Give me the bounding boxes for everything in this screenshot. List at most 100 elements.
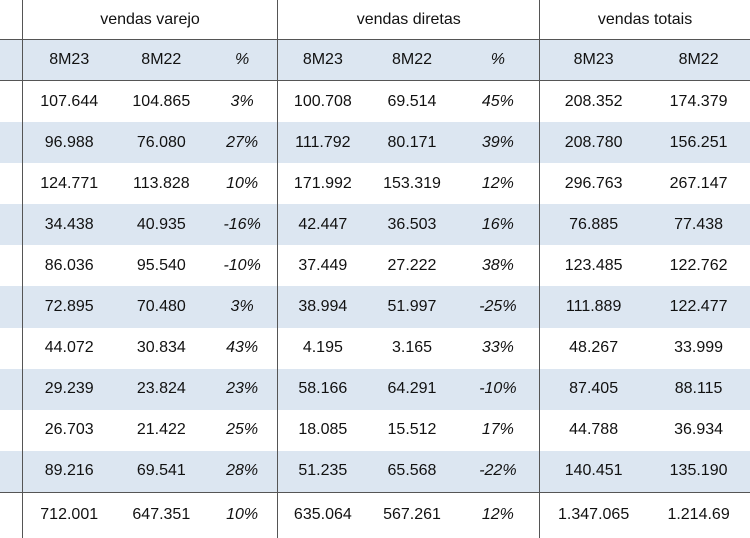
value-cell: 174.379 bbox=[669, 92, 728, 110]
value-cell: 37.449 bbox=[277, 245, 368, 287]
percent-cell: 45% bbox=[481, 92, 514, 110]
value-cell: 76.885 bbox=[539, 204, 648, 246]
value-cell: 647.351 bbox=[115, 491, 207, 538]
percent-cell: 10% bbox=[226, 174, 259, 192]
column-header: % bbox=[456, 39, 540, 81]
value-cell: 123.485 bbox=[539, 245, 648, 287]
value-cell: 18.085 bbox=[277, 409, 368, 451]
column-header: 8M23 bbox=[277, 39, 368, 81]
column-header-row: 8M23 8M22% 8M23 8M22% 8M23 8M22 bbox=[0, 39, 750, 81]
group-header: vendas varejo bbox=[21, 0, 278, 40]
value-cell: 51.235 bbox=[277, 450, 368, 493]
percent-cell: 43% bbox=[226, 339, 259, 357]
percent-cell: -25% bbox=[456, 286, 540, 328]
value-cell: 111.889 bbox=[539, 286, 648, 328]
row-label-cell bbox=[0, 0, 23, 40]
value-cell: 96.988 bbox=[21, 122, 116, 164]
value-cell: 69.514 bbox=[387, 92, 437, 110]
percent-cell: 27% bbox=[206, 122, 278, 164]
table-row: 107.644 104.865 3% 100.708 69.514 45% 208.352 1… bbox=[0, 80, 750, 123]
row-label-cell bbox=[0, 409, 23, 451]
value-cell: 1.214.69 bbox=[647, 491, 750, 538]
percent-cell: 33% bbox=[481, 339, 514, 357]
table-row: 29.239 23.824 23% 58.166 64.291 -10% 87.405 88.… bbox=[0, 368, 750, 410]
value-cell: 40.935 bbox=[115, 204, 207, 246]
percent-cell: -10% bbox=[456, 368, 540, 410]
percent-cell: 39% bbox=[456, 122, 540, 164]
value-cell: 33.999 bbox=[674, 339, 724, 357]
value-cell: 76.080 bbox=[115, 122, 207, 164]
value-cell: 3.165 bbox=[391, 339, 433, 357]
table-row: 124.771 113.828 10% 171.992 153.319 12% 296.76… bbox=[0, 163, 750, 205]
table-row: 89.216 69.541 28% 51.235 65.568 -22% 140.451 13… bbox=[0, 450, 750, 493]
column-header: 8M23 bbox=[539, 39, 648, 81]
table-row: 86.036 95.540 -10% 37.449 27.222 38% 123.485 12… bbox=[0, 245, 750, 287]
value-cell: 1.347.065 bbox=[539, 491, 648, 538]
percent-cell: 23% bbox=[206, 368, 278, 410]
value-cell: 36.934 bbox=[674, 421, 724, 439]
table-row: 72.895 70.480 3% 38.994 51.997 -25% 111.889 122… bbox=[0, 286, 750, 328]
percent-cell: 38% bbox=[481, 256, 514, 274]
row-label-cell bbox=[0, 163, 23, 205]
value-cell: 65.568 bbox=[367, 450, 457, 493]
value-cell: 27.222 bbox=[387, 256, 437, 274]
value-cell: 69.541 bbox=[115, 450, 207, 493]
row-label-cell bbox=[0, 491, 23, 538]
value-cell: 95.540 bbox=[136, 256, 186, 274]
value-cell: 44.072 bbox=[21, 327, 116, 369]
percent-cell: 3% bbox=[206, 286, 278, 328]
row-label-cell bbox=[0, 245, 23, 287]
row-label-cell bbox=[0, 368, 23, 410]
value-cell: 124.771 bbox=[21, 163, 116, 205]
value-cell: 36.503 bbox=[367, 204, 457, 246]
value-cell: 30.834 bbox=[136, 339, 186, 357]
value-cell: 135.190 bbox=[647, 450, 750, 493]
table-row: 34.438 40.935 -16% 42.447 36.503 16% 76.885 77.… bbox=[0, 204, 750, 246]
row-label-cell bbox=[0, 39, 23, 81]
value-cell: 89.216 bbox=[21, 450, 116, 493]
percent-cell: 3% bbox=[230, 92, 254, 110]
value-cell: 567.261 bbox=[367, 491, 457, 538]
value-cell: 171.992 bbox=[277, 163, 368, 205]
value-cell: 29.239 bbox=[21, 368, 116, 410]
percent-cell: -10% bbox=[223, 256, 261, 274]
value-cell: 107.644 bbox=[21, 80, 116, 123]
value-cell: 80.171 bbox=[367, 122, 457, 164]
value-cell: 48.267 bbox=[539, 327, 648, 369]
column-header: 8M22 bbox=[115, 39, 207, 81]
group-header-row: vendas varejo vendas diretas vendas totais bbox=[0, 0, 750, 40]
value-cell: 44.788 bbox=[539, 409, 648, 451]
value-cell: 77.438 bbox=[647, 204, 750, 246]
percent-cell: -22% bbox=[456, 450, 540, 493]
column-header: 8M22 bbox=[647, 39, 750, 81]
column-header: 8M23 bbox=[21, 39, 116, 81]
column-header: 8M22 bbox=[367, 39, 457, 81]
value-cell: 111.792 bbox=[277, 122, 368, 164]
value-cell: 38.994 bbox=[277, 286, 368, 328]
percent-cell: 25% bbox=[226, 421, 259, 439]
value-cell: 72.895 bbox=[21, 286, 116, 328]
value-cell: 208.780 bbox=[539, 122, 648, 164]
group-header: vendas totais bbox=[539, 0, 750, 40]
row-label-cell bbox=[0, 80, 23, 123]
value-cell: 712.001 bbox=[21, 491, 116, 538]
value-cell: 70.480 bbox=[115, 286, 207, 328]
value-cell: 100.708 bbox=[277, 80, 368, 123]
value-cell: 122.477 bbox=[647, 286, 750, 328]
row-label-cell bbox=[0, 450, 23, 493]
percent-cell: 10% bbox=[206, 491, 278, 538]
column-header: % bbox=[206, 39, 278, 81]
value-cell: 208.352 bbox=[539, 80, 648, 123]
value-cell: 153.319 bbox=[383, 174, 441, 192]
group-header: vendas diretas bbox=[277, 0, 540, 40]
value-cell: 113.828 bbox=[132, 174, 190, 192]
value-cell: 140.451 bbox=[539, 450, 648, 493]
value-cell: 87.405 bbox=[539, 368, 648, 410]
table-row: 96.988 76.080 27% 111.792 80.171 39% 208.780 15… bbox=[0, 122, 750, 164]
value-cell: 23.824 bbox=[115, 368, 207, 410]
value-cell: 42.447 bbox=[277, 204, 368, 246]
value-cell: 296.763 bbox=[539, 163, 648, 205]
value-cell: 21.422 bbox=[136, 421, 186, 439]
value-cell: 267.147 bbox=[669, 174, 728, 192]
